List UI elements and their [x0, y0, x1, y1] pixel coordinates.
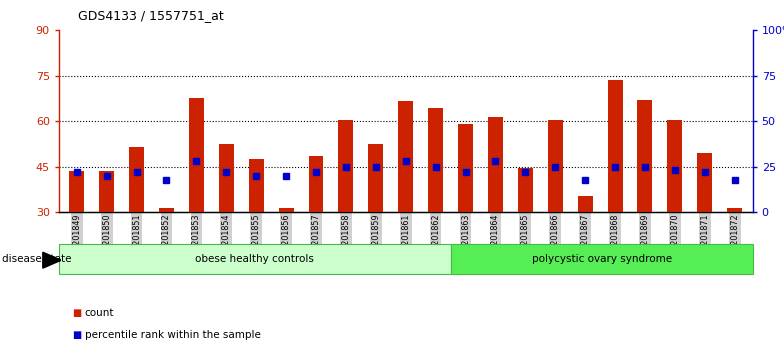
Bar [667, 120, 682, 212]
Bar [518, 169, 533, 212]
Bar [368, 144, 383, 212]
Bar [219, 144, 234, 212]
Bar [309, 156, 324, 212]
Bar [428, 108, 443, 212]
Bar [249, 159, 263, 212]
Bar [339, 120, 354, 212]
Bar [578, 196, 593, 212]
Bar [129, 147, 144, 212]
Bar [99, 171, 114, 212]
Bar [488, 117, 503, 212]
Bar [637, 100, 652, 212]
Bar [728, 208, 742, 212]
Bar [189, 98, 204, 212]
Bar [548, 120, 563, 212]
Polygon shape [43, 252, 61, 268]
Bar [458, 124, 473, 212]
Text: GDS4133 / 1557751_at: GDS4133 / 1557751_at [78, 9, 224, 22]
Bar [398, 102, 413, 212]
Text: disease state: disease state [2, 254, 72, 264]
Bar [69, 171, 84, 212]
Bar [608, 80, 622, 212]
Bar [159, 208, 174, 212]
Text: polycystic ovary syndrome: polycystic ovary syndrome [532, 254, 672, 264]
Text: ■: ■ [72, 330, 82, 339]
Text: ■: ■ [72, 308, 82, 318]
Bar [59, 244, 451, 274]
Bar [451, 244, 753, 274]
Bar [697, 153, 713, 212]
Text: percentile rank within the sample: percentile rank within the sample [85, 330, 260, 339]
Text: obese healthy controls: obese healthy controls [195, 254, 314, 264]
Text: count: count [85, 308, 114, 318]
Bar [278, 208, 293, 212]
